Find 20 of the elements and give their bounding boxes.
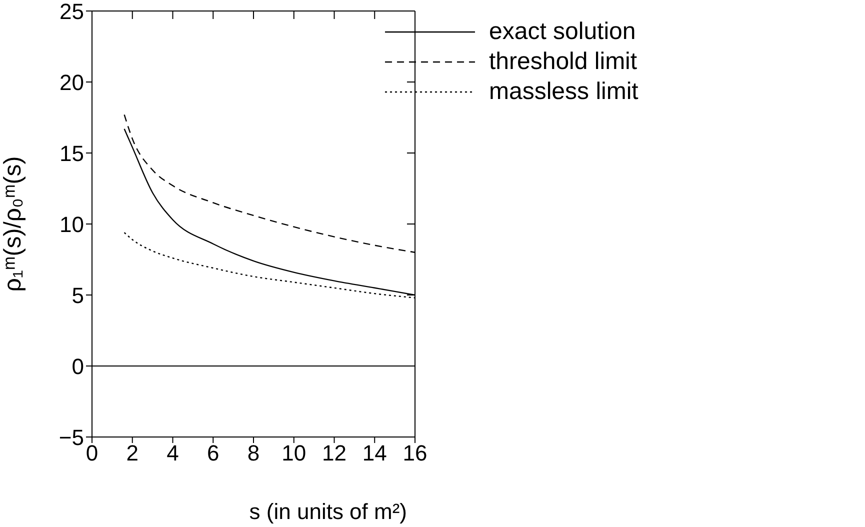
y-tick-label: −5 [58, 424, 84, 450]
x-tick-label: 16 [402, 440, 428, 466]
x-tick-label: 12 [322, 440, 346, 466]
x-tick-label: 10 [282, 440, 306, 466]
y-tick-label: 0 [72, 354, 84, 379]
x-tick-label: 2 [126, 440, 138, 466]
x-tick-label: 14 [362, 440, 387, 466]
y-tick-label: 20 [60, 70, 84, 95]
y-tick-label: 10 [60, 212, 84, 237]
x-tick-label: 6 [207, 440, 220, 466]
legend-label: exact solution [489, 18, 636, 46]
y-tick-label: 25 [60, 0, 84, 24]
x-tick-label: 4 [166, 440, 179, 466]
legend-label: massless limit [489, 78, 638, 106]
x-axis-title: s (in units of m²) [249, 499, 407, 524]
y-tick-label: 15 [60, 140, 84, 166]
y-axis-title: ρ₁ᵐ(s)/ρ₀ᵐ(s) [0, 156, 26, 292]
y-tick-label: 5 [72, 282, 84, 308]
x-tick-label: 8 [247, 440, 260, 466]
legend-label: threshold limit [489, 48, 638, 76]
